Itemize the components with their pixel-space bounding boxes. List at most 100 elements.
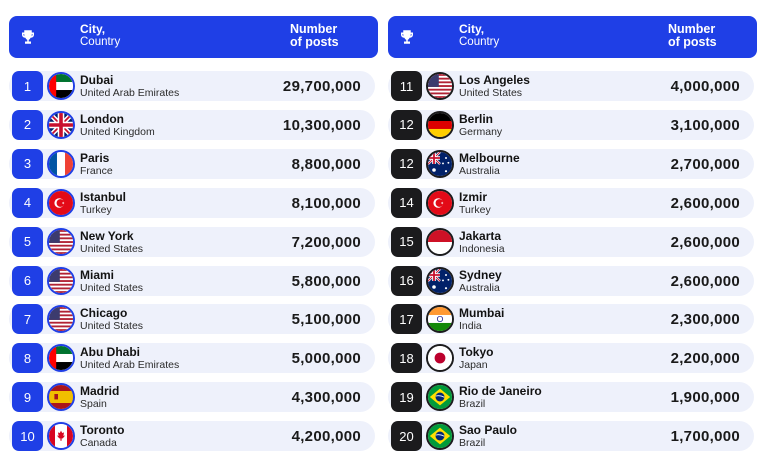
japan-flag-icon [426, 344, 454, 373]
city-name: Sydney [459, 267, 502, 282]
posts-count: 2,200,000 [670, 350, 740, 368]
posts-count: 4,000,000 [670, 78, 740, 95]
country-name: Germany [459, 125, 503, 138]
ranking-row: 2 London United Kingdom 10,300,000 [9, 109, 375, 140]
country-name: Turkey [459, 203, 491, 216]
ranking-row: 1 Dubai United Arab Emirates 29,700,000 [9, 71, 375, 101]
posts-count: 1,700,000 [670, 428, 740, 446]
rank-badge: 7 [12, 304, 43, 335]
posts-header: Number of posts [290, 23, 339, 49]
country-name: United Arab Emirates [80, 359, 180, 372]
country-name: France [80, 164, 113, 177]
posts-count: 2,600,000 [670, 194, 740, 212]
posts-count: 2,300,000 [670, 311, 740, 329]
turkey-flag-icon [47, 188, 75, 217]
rank-badge: 11 [391, 71, 422, 101]
rank-badge: 8 [12, 343, 43, 374]
country-name: Brazil [459, 398, 486, 411]
city-name: Tokyo [459, 345, 494, 360]
city-name: Berlin [459, 111, 494, 126]
ranking-row: 7 Chicago United States 5,100,000 [9, 304, 375, 335]
rank-badge: 19 [391, 382, 422, 413]
ranking-row: 19 Rio de Janeiro Brazil 1,900,000 [388, 382, 754, 413]
rank-badge: 9 [12, 382, 43, 413]
city-country-header: City, Country [459, 23, 499, 49]
city-country-header: City, Country [80, 23, 120, 49]
posts-count: 4,200,000 [291, 428, 361, 446]
country-name: Japan [459, 359, 488, 372]
ranking-row: 12 Berlin Germany 3,100,000 [388, 109, 754, 140]
rank-badge: 10 [12, 421, 43, 452]
country-name: Australia [459, 281, 500, 294]
country-name: Australia [459, 164, 500, 177]
posts-count: 29,700,000 [282, 78, 361, 95]
rank-badge: 3 [12, 148, 43, 179]
germany-flag-icon [426, 110, 454, 139]
country-name: United Kingdom [80, 125, 155, 138]
city-name: Izmir [459, 189, 488, 204]
brazil-flag-icon [426, 383, 454, 412]
indonesia-flag-icon [426, 227, 454, 256]
ranking-column-right: City, Country Number of posts 11 Los Ange… [388, 16, 757, 452]
city-name: Paris [80, 150, 110, 165]
rank-badge: 6 [12, 265, 43, 296]
posts-count: 10,300,000 [282, 116, 361, 134]
posts-header-line1: Number [290, 22, 338, 36]
city-name: Abu Dhabi [80, 345, 140, 360]
posts-count: 8,800,000 [291, 155, 361, 173]
city-name: Chicago [80, 306, 128, 321]
trophy-icon [22, 30, 34, 44]
rank-badge: 12 [391, 109, 422, 140]
ranking-row: 5 New York United States 7,200,000 [9, 226, 375, 257]
ranking-row: 14 Izmir Turkey 2,600,000 [388, 187, 754, 218]
city-name: Toronto [80, 423, 125, 438]
brazil-flag-icon [426, 422, 454, 451]
india-flag-icon [426, 305, 454, 334]
rank-badge: 18 [391, 343, 422, 374]
city-name: Madrid [80, 384, 120, 399]
ranking-row: 3 Paris France 8,800,000 [9, 148, 375, 179]
rank-badge: 15 [391, 226, 422, 257]
ranking-row: 12 Melbourne Australia 2,700,000 [388, 148, 754, 179]
country-name: Spain [80, 398, 107, 411]
posts-header-line1: Number [668, 22, 716, 36]
city-name: Sao Paulo [459, 423, 518, 438]
country-name: Indonesia [459, 242, 505, 255]
city-header-label: City, [80, 22, 106, 36]
usa-flag-icon [47, 305, 75, 334]
posts-count: 7,200,000 [291, 233, 361, 251]
usa-flag-icon [47, 266, 75, 295]
australia-flag-icon [426, 149, 454, 178]
france-flag-icon [47, 149, 75, 178]
table-header: City, Country Number of posts [388, 16, 757, 58]
posts-count: 5,000,000 [291, 350, 361, 368]
posts-count: 2,600,000 [670, 233, 740, 251]
city-name: Jakarta [459, 228, 502, 243]
rank-badge: 16 [391, 265, 422, 296]
posts-count: 1,900,000 [670, 389, 740, 407]
city-name: Rio de Janeiro [459, 384, 542, 399]
rank-badge: 17 [391, 304, 422, 335]
city-name: Dubai [80, 73, 114, 87]
rank-badge: 14 [391, 187, 422, 218]
rank-badge: 2 [12, 109, 43, 140]
posts-header: Number of posts [668, 23, 717, 49]
posts-count: 5,100,000 [291, 311, 361, 329]
country-name: United States [80, 281, 144, 294]
posts-count: 2,700,000 [670, 155, 740, 173]
posts-count: 4,300,000 [291, 389, 361, 407]
city-name: Mumbai [459, 306, 505, 321]
ranking-row: 6 Miami United States 5,800,000 [9, 265, 375, 296]
usa-flag-icon [426, 72, 454, 100]
rank-badge: 5 [12, 226, 43, 257]
rank-badge: 20 [391, 421, 422, 452]
country-name: Turkey [80, 203, 112, 216]
posts-count: 3,100,000 [670, 116, 740, 134]
country-name: Brazil [459, 437, 486, 450]
uk-flag-icon [47, 110, 75, 139]
city-header-label: City, [459, 22, 485, 36]
ranking-column-left: City, Country Number of posts 1 Dubai Unit… [9, 16, 378, 452]
country-name: United States [80, 242, 144, 255]
ranking-row: 4 Istanbul Turkey 8,100,000 [9, 187, 375, 218]
australia-flag-icon [426, 266, 454, 295]
